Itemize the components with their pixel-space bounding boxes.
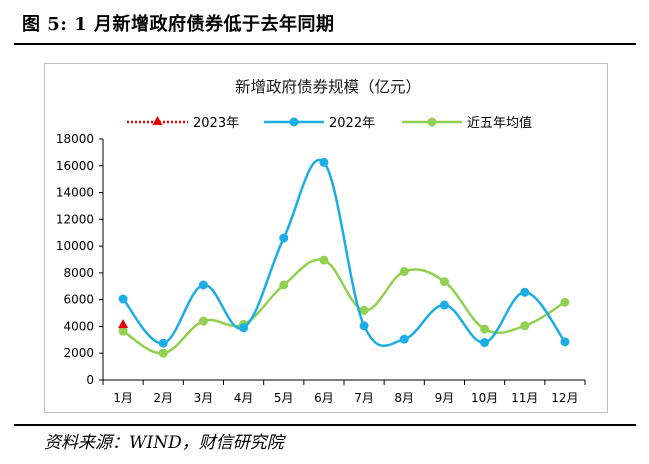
data-point	[520, 321, 530, 331]
data-point	[520, 287, 530, 297]
data-point	[319, 157, 329, 167]
data-point	[198, 280, 208, 290]
data-point	[279, 280, 289, 290]
y-tick-label: 4000	[63, 319, 94, 333]
series-line	[122, 158, 566, 347]
data-point	[560, 297, 570, 307]
x-tick-label: 10月	[471, 391, 498, 405]
legend-label: 2023年	[193, 116, 239, 131]
x-tick-label: 6月	[314, 391, 334, 405]
x-tick-label: 5月	[274, 391, 294, 405]
y-tick-label: 0	[86, 373, 94, 387]
data-point	[399, 267, 409, 277]
legend: 2023年 2022年 近五年均值	[127, 115, 532, 131]
data-point	[198, 316, 208, 326]
y-axis: 0 2000 4000 6000 8000 10000 12000 14000 16000 180…	[56, 132, 104, 387]
x-tick-label: 7月	[354, 391, 374, 405]
x-tick-label: 11月	[511, 391, 538, 405]
data-point	[319, 255, 329, 265]
y-tick-label: 14000	[56, 186, 94, 200]
data-point	[118, 326, 128, 336]
y-tick-label: 6000	[63, 293, 94, 307]
legend-label: 近五年均值	[467, 115, 532, 131]
chart-title: 新增政府债券规模（亿元）	[235, 78, 421, 96]
data-point	[480, 338, 490, 348]
x-tick-label: 3月	[194, 391, 214, 405]
figure-title: 图 5: 1 月新增政府债券低于去年同期	[22, 14, 335, 35]
data-point	[439, 277, 449, 287]
legend-label: 2022年	[329, 116, 375, 131]
x-tick-label: 12月	[551, 391, 578, 405]
y-tick-label: 12000	[56, 212, 94, 226]
x-tick-label: 2月	[153, 391, 173, 405]
chart-frame	[44, 63, 608, 413]
source-note: 资料来源：WIND，财信研究院	[44, 433, 284, 453]
y-tick-label: 16000	[56, 159, 94, 173]
data-point	[560, 337, 570, 347]
bottom-rule	[14, 424, 636, 426]
y-tick-label: 10000	[56, 239, 94, 253]
data-point	[158, 348, 168, 358]
y-tick-label: 8000	[63, 266, 94, 280]
data-point	[480, 324, 490, 334]
data-point	[359, 305, 369, 315]
plot-area	[118, 157, 570, 358]
data-point	[158, 338, 168, 348]
data-point	[279, 233, 289, 243]
y-tick-label: 2000	[63, 346, 94, 360]
x-tick-label: 4月	[234, 391, 254, 405]
data-point	[118, 319, 129, 329]
data-point	[439, 300, 449, 310]
legend-marker	[289, 117, 299, 127]
data-point	[359, 321, 369, 331]
x-tick-label: 1月	[113, 391, 133, 405]
series-line	[122, 258, 566, 355]
x-tick-label: 8月	[394, 391, 414, 405]
x-tick-label: 9月	[435, 391, 455, 405]
data-point	[239, 323, 249, 333]
y-tick-label: 18000	[56, 132, 94, 146]
legend-marker	[427, 117, 437, 127]
data-point	[399, 334, 409, 344]
x-axis: 1月 2月 3月 4月 5月 6月 7月 8月 9月 10月 11月 12月	[102, 379, 586, 405]
legend-marker	[152, 116, 163, 125]
top-rule	[14, 43, 636, 45]
data-point	[118, 294, 128, 304]
